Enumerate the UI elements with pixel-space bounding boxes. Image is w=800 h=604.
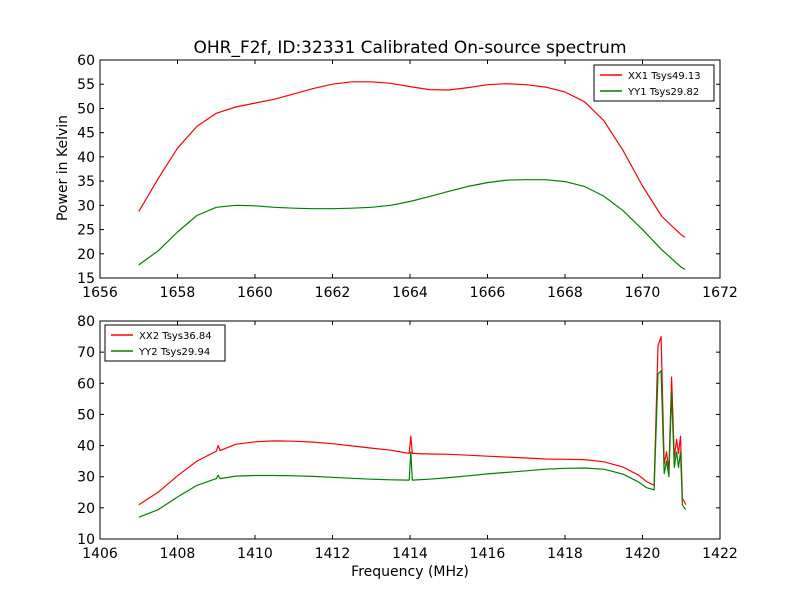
top-chart-title: OHR_F2f, ID:32331 Calibrated On-source s… [193,38,626,58]
bottom-series-line-2 [138,370,687,518]
bottom-y-tick-label: 40 [77,439,95,455]
top-x-tick-label: 1662 [315,285,351,301]
top-series-line-1 [138,81,686,238]
top-x-tick-label: 1664 [392,285,428,301]
top-chart: OHR_F2f, ID:32331 Calibrated On-source s… [55,38,738,301]
bottom-x-tick-label: 1418 [547,546,583,562]
top-y-tick-label: 25 [77,223,95,239]
top-y-tick-label: 15 [77,271,95,287]
top-y-tick-label: 40 [77,150,95,166]
top-x-tick-label: 1672 [702,285,738,301]
bottom-y-tick-label: 10 [77,532,95,548]
bottom-legend-label: YY2 Tsys29.94 [138,347,210,358]
bottom-y-tick-label: 30 [77,470,95,486]
top-y-tick-label: 35 [77,174,95,190]
bottom-y-tick-label: 20 [77,501,95,517]
top-y-tick-label: 20 [77,247,95,263]
top-y-tick-label: 60 [77,53,95,69]
top-x-tick-label: 1668 [547,285,583,301]
bottom-x-tick-label: 1420 [625,546,661,562]
top-y-tick-label: 45 [77,126,95,142]
top-y-tick-label: 55 [77,77,95,93]
bottom-y-tick-label: 70 [77,345,95,361]
top-x-tick-label: 1660 [237,285,273,301]
bottom-legend-label: XX2 Tsys36.84 [139,331,212,342]
top-x-tick-label: 1658 [160,285,196,301]
bottom-x-tick-label: 1406 [82,546,118,562]
top-legend: XX1 Tsys49.13 YY1 Tsys29.82 [593,64,715,102]
bottom-y-tick-label: 80 [77,314,95,330]
top-series-line-2 [138,179,686,270]
top-y-axis-label: Power in Kelvin [55,115,71,221]
bottom-x-tick-label: 1416 [470,546,506,562]
bottom-legend: XX2 Tsys36.84 YY2 Tsys29.94 [104,324,226,362]
bottom-x-axis-label: Frequency (MHz) [351,564,469,580]
bottom-x-tick-label: 1408 [160,546,196,562]
top-y-tick-label: 30 [77,198,95,214]
bottom-x-tick-label: 1414 [392,546,428,562]
bottom-x-tick-label: 1422 [702,546,738,562]
top-x-tick-label: 1656 [82,285,118,301]
top-plot-area: 1656 1658 1660 1662 1664 1666 1668 1670 1672 15 20… [77,53,738,301]
bottom-x-tick-label: 1412 [315,546,351,562]
bottom-y-tick-label: 60 [77,376,95,392]
top-legend-label: YY1 Tsys29.82 [627,87,699,98]
bottom-plot-area: 1406 1408 1410 1412 1414 1416 1418 1420 1422 10 20… [77,314,738,562]
bottom-chart: Frequency (MHz) 1406 1408 1410 1412 1414 1416… [77,314,738,580]
top-x-tick-label: 1670 [625,285,661,301]
bottom-y-tick-label: 50 [77,407,95,423]
top-legend-label: XX1 Tsys49.13 [628,71,701,82]
top-x-tick-label: 1666 [470,285,506,301]
top-y-tick-label: 50 [77,101,95,117]
bottom-x-tick-label: 1410 [237,546,273,562]
